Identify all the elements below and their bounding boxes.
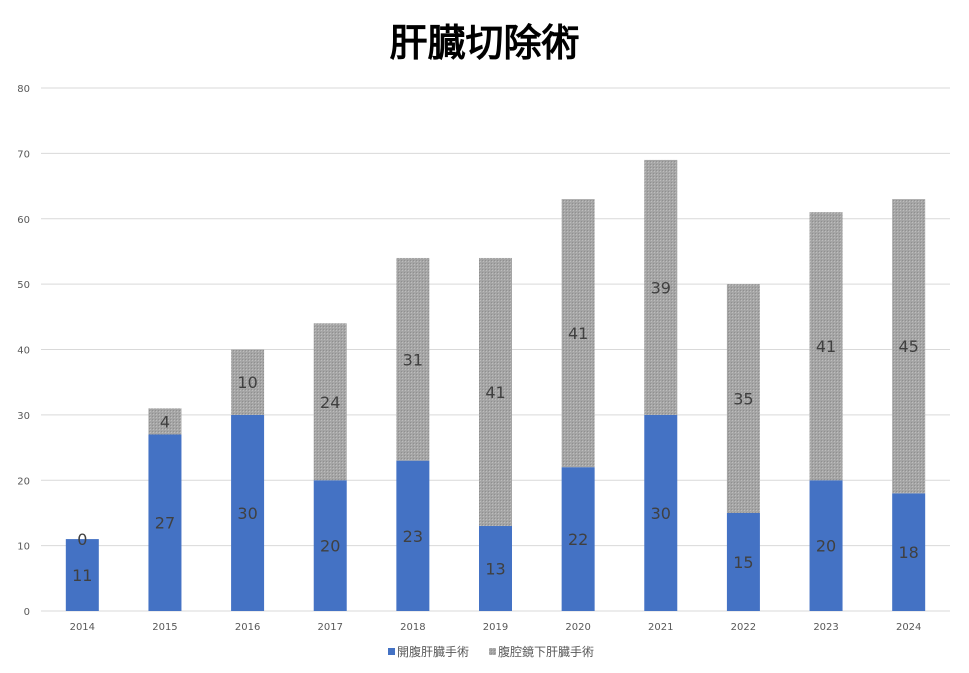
data-label: 20 [816, 537, 836, 556]
y-tick-label: 0 [24, 607, 30, 618]
data-label: 10 [237, 373, 257, 392]
legend-label: 開腹肝臓手術 [397, 645, 469, 659]
x-tick-label: 2019 [483, 622, 508, 633]
y-tick-label: 70 [17, 149, 30, 160]
bar-laparoscopic [313, 323, 347, 481]
data-label: 15 [733, 553, 753, 572]
bar-laparoscopic [644, 159, 678, 415]
y-tick-label: 50 [17, 280, 30, 291]
bar-laparoscopic [726, 284, 760, 513]
data-label: 24 [320, 393, 340, 412]
chart-title: 肝臓切除術 [389, 21, 580, 65]
data-label: 45 [899, 337, 919, 356]
bar-laparoscopic [479, 257, 512, 527]
bar-open [479, 526, 512, 611]
bar-laparoscopic [231, 349, 265, 415]
y-tick-label: 30 [17, 411, 30, 422]
x-tick-label: 2018 [400, 622, 425, 633]
x-tick-label: 2014 [70, 622, 95, 633]
bar-laparoscopic [809, 212, 843, 481]
data-label: 0 [77, 530, 87, 549]
data-label: 41 [485, 383, 505, 402]
bar-laparoscopic [892, 199, 926, 494]
data-label: 31 [403, 350, 423, 369]
x-tick-label: 2022 [731, 622, 756, 633]
bar-open [313, 480, 347, 611]
x-tick-label: 2020 [565, 622, 590, 633]
y-tick-label: 80 [17, 84, 30, 95]
bar-laparoscopic [148, 408, 182, 435]
x-tick-label: 2016 [235, 622, 260, 633]
x-tick-label: 2017 [318, 622, 343, 633]
y-tick-label: 40 [17, 346, 30, 357]
y-tick-label: 60 [17, 215, 30, 226]
bar-open [148, 434, 182, 611]
data-label: 39 [651, 278, 671, 297]
legend-label: 腹腔鏡下肝臓手術 [498, 644, 594, 659]
data-label: 4 [160, 412, 170, 431]
data-label: 35 [733, 390, 753, 409]
y-tick-label: 20 [17, 476, 30, 487]
bar-open [726, 512, 760, 611]
data-label: 27 [155, 514, 175, 533]
bar-open [809, 480, 843, 611]
bar-open [892, 493, 926, 611]
data-label: 20 [320, 537, 340, 556]
bar-open [561, 467, 595, 611]
legend-swatch [489, 648, 496, 655]
bar-laparoscopic [561, 199, 595, 468]
y-tick-label: 10 [17, 542, 30, 553]
bar-open [396, 460, 430, 611]
x-tick-label: 2015 [152, 622, 177, 633]
data-label: 30 [237, 504, 257, 523]
data-label: 22 [568, 530, 588, 549]
data-label: 23 [403, 527, 423, 546]
data-label: 41 [568, 324, 588, 343]
data-label: 13 [485, 560, 505, 579]
data-label: 18 [899, 543, 919, 562]
x-tick-label: 2021 [648, 622, 673, 633]
data-label: 11 [72, 566, 92, 585]
data-label: 41 [816, 337, 836, 356]
x-tick-label: 2024 [896, 622, 921, 633]
data-label: 30 [651, 504, 671, 523]
bar-laparoscopic [396, 257, 430, 461]
bar-open [65, 539, 99, 611]
x-tick-label: 2023 [813, 622, 838, 633]
legend-swatch [388, 648, 395, 655]
bar-open [644, 414, 678, 611]
bar-open [231, 414, 265, 611]
